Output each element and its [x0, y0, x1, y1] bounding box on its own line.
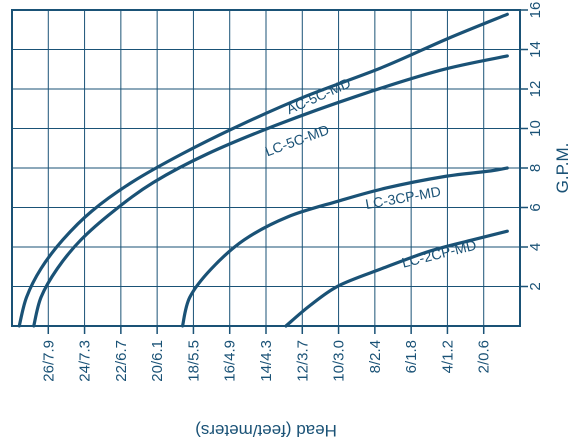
x-axis-ticks: 26/7.9 24/7.3 22/6.7 20/6.1 18/5.5 16/4.9 14/4…: [40, 326, 493, 382]
chart-grid: [12, 9, 520, 326]
y-tick-label: 16: [527, 2, 544, 19]
y-tick-label: 14: [527, 41, 544, 58]
curve-lc-3cp-md: [180, 166, 509, 328]
curve-lc-5c-md: [32, 54, 509, 328]
x-tick-label: 14/4.3: [258, 340, 275, 382]
curve-ac-5c-md: [17, 12, 509, 328]
y-tick-label: 8: [527, 164, 544, 172]
x-tick-label: 2/0.6: [476, 340, 493, 373]
x-tick-label: 4/1.2: [439, 340, 456, 373]
y-tick-label: 4: [527, 243, 544, 251]
y-tick-label: 6: [527, 203, 544, 211]
x-tick-label: 10/3.0: [331, 340, 348, 382]
x-tick-label: 12/3.7: [294, 340, 311, 382]
x-axis-label: Head (feet/meters): [195, 421, 337, 440]
y-tick-label: 2: [527, 282, 544, 290]
series-label-lc-2cp-md: LC-2CP-MD: [400, 237, 478, 271]
x-tick-label: 20/6.1: [149, 340, 166, 382]
y-axis-label: G.P.M.: [553, 143, 572, 194]
x-tick-label: 22/6.7: [113, 340, 130, 382]
x-tick-label: 24/7.3: [77, 340, 94, 382]
x-tick-label: 26/7.9: [40, 340, 57, 382]
x-tick-label: 18/5.5: [185, 340, 202, 382]
x-tick-label: 16/4.9: [222, 340, 239, 382]
y-axis-ticks: 2 4 6 8 10 12 14 16: [520, 2, 544, 291]
y-tick-label: 10: [527, 120, 544, 137]
x-tick-label: 6/1.8: [403, 340, 420, 373]
y-tick-label: 12: [527, 81, 544, 98]
curve-lc-2cp-md: [284, 229, 509, 328]
x-tick-label: 8/2.4: [367, 340, 384, 373]
